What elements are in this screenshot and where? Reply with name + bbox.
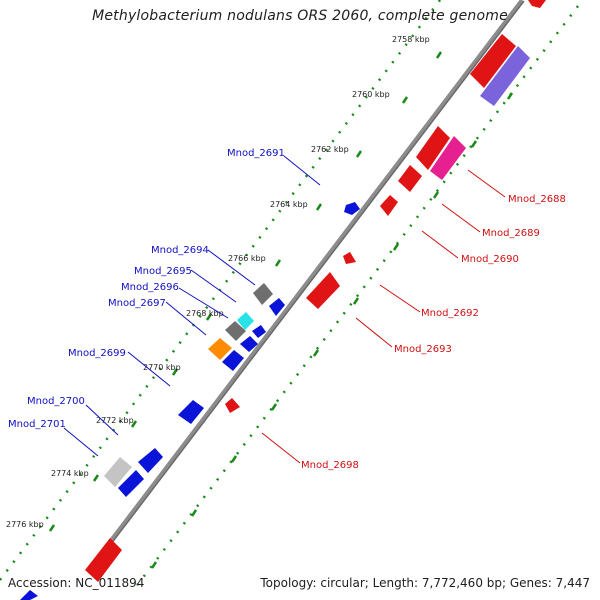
- scale-ticks: [48, 51, 514, 569]
- gene-Mnod_2701a[interactable]: [138, 448, 163, 473]
- outer-dotted-ring: [0, 0, 441, 581]
- gene-Mnod_2699b[interactable]: [222, 350, 244, 371]
- gene-top-red[interactable]: [528, 0, 546, 8]
- genome-backbone-shadow: [91, 0, 525, 570]
- topology-text: Topology: circular; Length: 7,772,460 bp…: [260, 576, 590, 590]
- gene-Mnod_2699a[interactable]: [208, 338, 232, 360]
- scale-label: 2774 kbp: [51, 469, 89, 478]
- gene-Mnod_2695[interactable]: [269, 298, 285, 316]
- gene-label-Mnod_2695[interactable]: Mnod_2695: [134, 266, 192, 277]
- gene-Mnod_2696b[interactable]: [252, 325, 266, 338]
- gene-Mnod_2695b[interactable]: [237, 312, 254, 330]
- gene-Mnod_2700[interactable]: [178, 400, 204, 424]
- scale-label: 2776 kbp: [6, 520, 44, 529]
- gene-Mnod_2690b[interactable]: [380, 195, 398, 216]
- gene-label-Mnod_2700[interactable]: Mnod_2700: [27, 396, 85, 407]
- gene-label-Mnod_2696[interactable]: Mnod_2696: [121, 282, 179, 293]
- gene-Mnod_2690a[interactable]: [398, 165, 422, 192]
- gene-label-Mnod_2693[interactable]: Mnod_2693: [394, 344, 452, 355]
- scale-label: 2772 kbp: [96, 416, 134, 425]
- scale-label: 2766 kbp: [228, 254, 266, 263]
- right-callout-lines: [261, 169, 506, 464]
- scale-label: 2758 kbp: [392, 35, 430, 44]
- reverse-genes: [85, 0, 546, 582]
- gene-label-Mnod_2699[interactable]: Mnod_2699: [68, 348, 126, 359]
- scale-label: 2762 kbp: [311, 145, 349, 154]
- scale-label: 2770 kbp: [143, 363, 181, 372]
- genome-backbone: [88, 0, 524, 570]
- gene-Mnod_2689b[interactable]: [430, 136, 466, 180]
- gene-Mnod_2688b[interactable]: [480, 46, 530, 106]
- gene-Mnod_2694[interactable]: [253, 283, 273, 305]
- map-title: Methylobacterium nodulans ORS 2060, comp…: [92, 8, 508, 24]
- gene-label-Mnod_2701[interactable]: Mnod_2701: [8, 419, 66, 430]
- gene-label-Mnod_2688[interactable]: Mnod_2688: [508, 194, 566, 205]
- gene-label-Mnod_2691[interactable]: Mnod_2691: [227, 148, 285, 159]
- gene-label-Mnod_2689[interactable]: Mnod_2689: [482, 228, 540, 239]
- gene-Mnod_2701b[interactable]: [104, 457, 132, 487]
- inner-dotted-ring: [131, 5, 579, 593]
- gene-Mnod_2691[interactable]: [344, 202, 360, 215]
- gene-label-Mnod_2694[interactable]: Mnod_2694: [151, 245, 209, 256]
- gene-Mnod_2688a[interactable]: [470, 34, 516, 88]
- gene-Mnod_2689a[interactable]: [416, 126, 450, 170]
- scale-label: 2764 kbp: [270, 200, 308, 209]
- gene-label-Mnod_2692[interactable]: Mnod_2692: [421, 308, 479, 319]
- scale-label: 2760 kbp: [352, 90, 390, 99]
- gene-Mnod_2697[interactable]: [240, 336, 258, 352]
- gene-Mnod_2693[interactable]: [306, 272, 340, 309]
- forward-genes: [20, 202, 360, 600]
- gene-label-Mnod_2690[interactable]: Mnod_2690: [461, 254, 519, 265]
- gene-bottom-red[interactable]: [85, 538, 122, 582]
- scale-label: 2768 kbp: [186, 309, 224, 318]
- gene-Mnod_2698[interactable]: [225, 398, 240, 413]
- gene-label-Mnod_2698[interactable]: Mnod_2698: [301, 460, 359, 471]
- gene-label-Mnod_2697[interactable]: Mnod_2697: [108, 298, 166, 309]
- gene-Mnod_2696[interactable]: [225, 321, 246, 341]
- gene-Mnod_2701c[interactable]: [118, 470, 144, 497]
- gene-bottom-blue[interactable]: [20, 590, 38, 600]
- left-callout-lines: [63, 155, 321, 457]
- accession-text: Accession: NC_011894: [8, 576, 145, 590]
- gene-Mnod_2692[interactable]: [343, 252, 356, 264]
